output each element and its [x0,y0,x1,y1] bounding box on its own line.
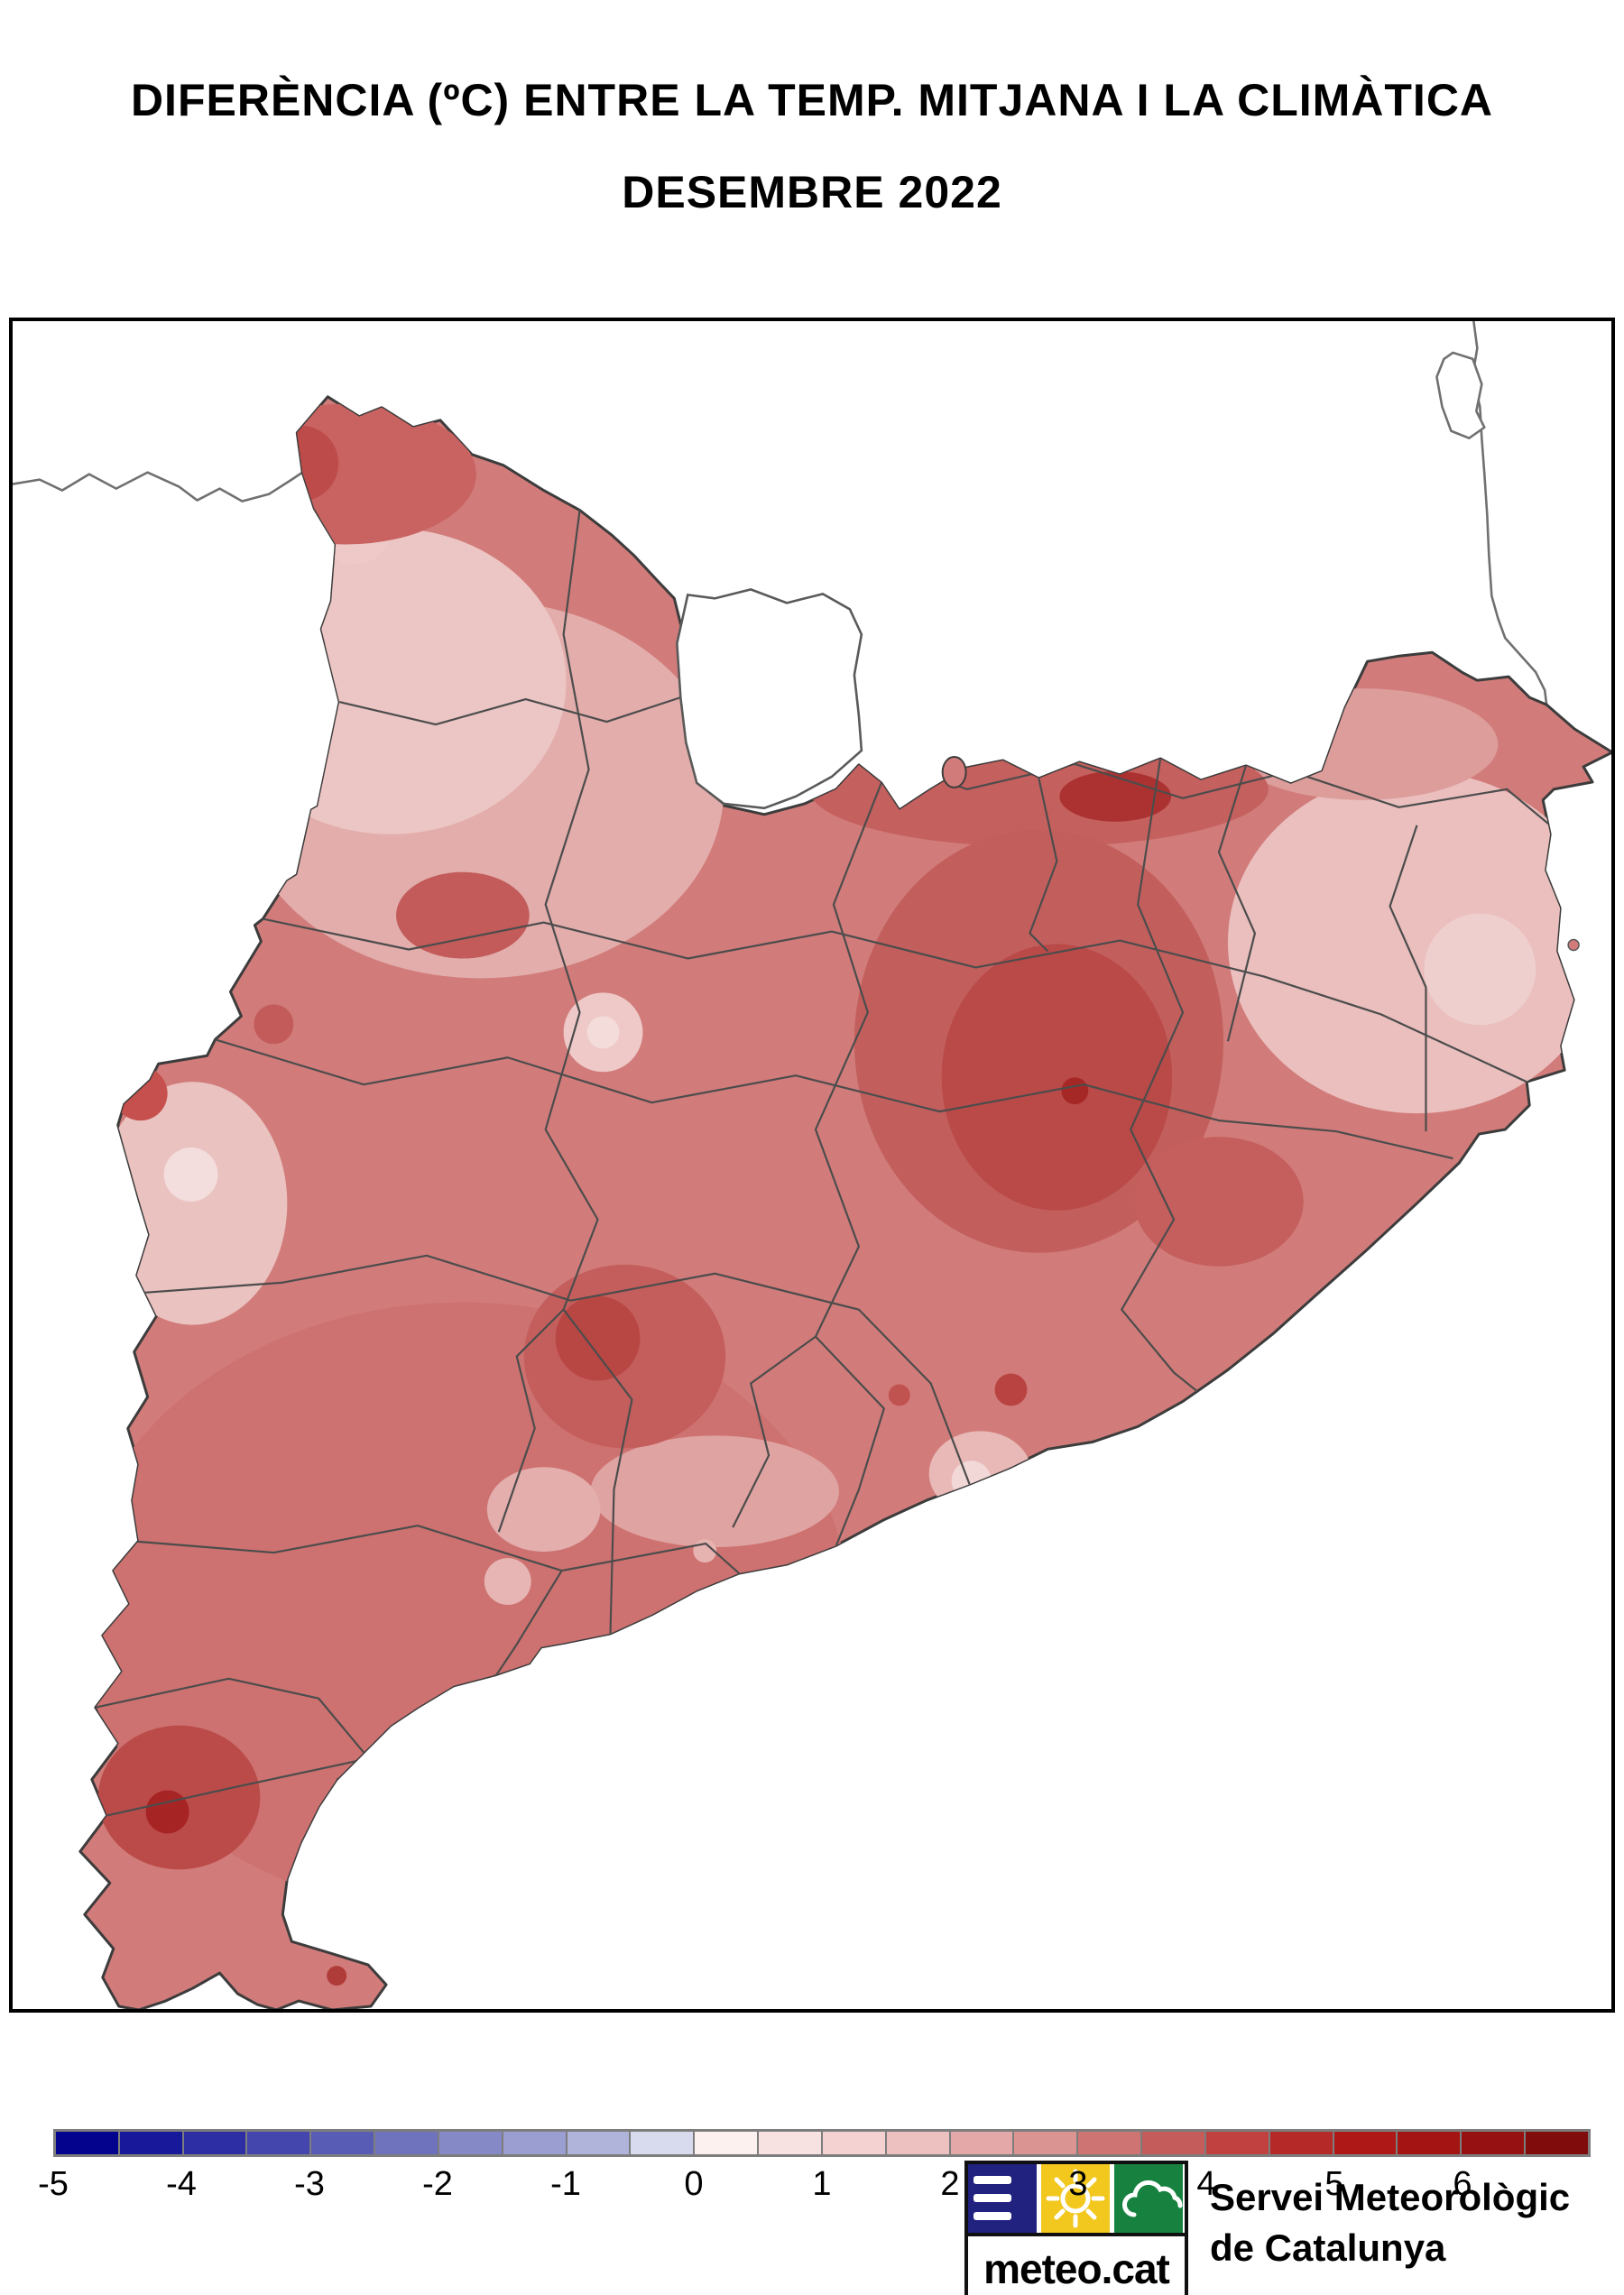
page-title: DIFERÈNCIA (ºC) ENTRE LA TEMP. MITJANA I… [130,75,1494,125]
colorbar-tick-label: -4 [166,2165,197,2203]
colorbar-tick-label: 4 [1196,2165,1216,2203]
colorbar-cell [1526,2132,1588,2154]
colorbar-tick-label: -5 [38,2165,69,2203]
meteocat-logo: meteo.cat [964,2161,1188,2295]
colorbar-cell [1142,2132,1206,2154]
menu-bars-icon [973,2176,1011,2220]
colorbar-cell [822,2132,887,2154]
colorbar-cell [1205,2132,1270,2154]
colorbar-tick-label: -1 [550,2165,581,2203]
colorbar [53,2129,1591,2157]
colorbar-cell [375,2132,439,2154]
colorbar-tick-label: 3 [1068,2165,1088,2203]
colorbar-tick-label: 5 [1324,2165,1344,2203]
logo-textbox: meteo.cat [968,2236,1185,2295]
page-subtitle: DESEMBRE 2022 [622,167,1002,217]
colorbar-cell [1269,2132,1334,2154]
logo-yellow-square [1041,2164,1110,2233]
colorbar-cell [1014,2132,1079,2154]
colorbar-tick-label: 2 [940,2165,960,2203]
french-coastline [1472,321,1548,705]
colorbar-cell [1462,2132,1527,2154]
colorbar-tick-label: -3 [294,2165,325,2203]
colorbar-cell [886,2132,951,2154]
colorbar-wrap: -5 -4 -3 -2 -1 0 1 2 3 4 5 6 [38,2129,1591,2208]
colorbar-tick-label: 0 [684,2165,704,2203]
neighbor-borders [13,321,1548,2009]
colorbar-tick-label: 6 [1453,2165,1472,2203]
map-canvas [13,321,1611,2009]
colorbar-cell [56,2132,120,2154]
france-border-line [13,471,303,502]
logo-blue-square [968,2164,1037,2233]
logo-text: meteo.cat [983,2245,1170,2292]
org-name: Servei Meteorològic de Catalunya [1210,2172,1570,2273]
colorbar-cell [1398,2132,1463,2154]
map-frame: meteo.cat Servei Meteorològic de Catalun… [9,318,1615,2295]
colorbar-cell [438,2132,503,2154]
cloud-icon [1122,2180,1183,2217]
colorbar-cell [1333,2132,1398,2154]
andorra-region [676,588,863,810]
logo-green-square [1114,2164,1183,2233]
medes-islands [1567,938,1580,952]
sun-icon [1046,2169,1105,2228]
llivia-enclave [941,755,967,788]
colorbar-tick-label: -2 [422,2165,453,2203]
org-name-line2: de Catalunya [1210,2226,1446,2269]
comarca-borders [95,510,1551,1817]
colorbar-cell [631,2132,696,2154]
colorbar-cell [759,2132,823,2154]
colorbar-cell [183,2132,248,2154]
colorbar-cell [695,2132,760,2154]
colorbar-cell [950,2132,1015,2154]
colorbar-tick-label: 1 [812,2165,832,2203]
logo-squares [968,2164,1185,2236]
colorbar-cell [119,2132,184,2154]
org-name-line1: Servei Meteorològic [1210,2176,1571,2218]
colorbar-cell [311,2132,376,2154]
colorbar-labels: -5 -4 -3 -2 -1 0 1 2 3 4 5 6 [38,2165,1591,2208]
colorbar-cell [247,2132,312,2154]
colorbar-cell [567,2132,632,2154]
colorbar-cell [503,2132,567,2154]
lagoon [1435,351,1486,440]
colorbar-cell [1078,2132,1143,2154]
